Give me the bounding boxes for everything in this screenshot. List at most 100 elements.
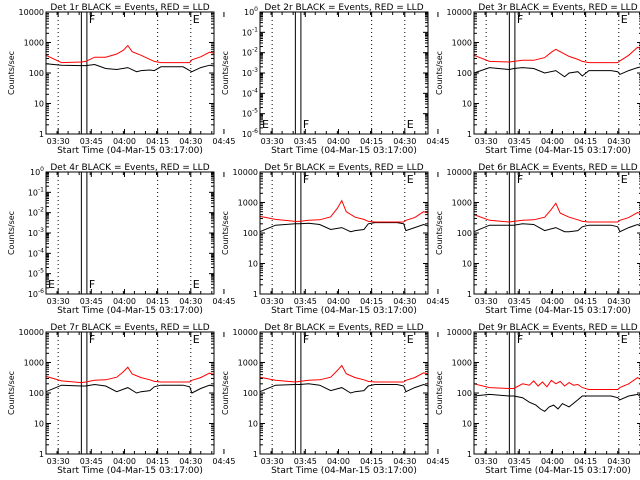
y-tick-label: 1 bbox=[253, 290, 258, 299]
segment-marker-label: E bbox=[262, 118, 269, 131]
interval-box bbox=[508, 11, 516, 135]
y-tick-label: 100 bbox=[29, 69, 44, 78]
y-tick-label: 10-3 bbox=[242, 67, 258, 78]
x-tick-label: 04:00 bbox=[541, 457, 564, 466]
y-tick-label: 10 bbox=[248, 260, 258, 269]
y-tick-label: 10 bbox=[248, 420, 258, 429]
panel-title: Det 1r BLACK = Events, RED = LLD bbox=[50, 3, 209, 13]
x-tick-label: 03:45 bbox=[80, 297, 103, 306]
plot-frame bbox=[473, 11, 640, 135]
segment-marker-label: F bbox=[517, 13, 523, 26]
x-tick-label: 04:00 bbox=[541, 297, 564, 306]
y-tick-label: 1 bbox=[467, 290, 472, 299]
y-tick-label: 1000 bbox=[24, 359, 44, 368]
panel-title: Det 4r BLACK = Events, RED = LLD bbox=[50, 163, 209, 173]
x-tick-label: 03:45 bbox=[294, 297, 317, 306]
x-tick-label: 03:30 bbox=[261, 297, 284, 306]
x-tick-label: 04:30 bbox=[179, 297, 202, 306]
x-tick-label: 03:30 bbox=[261, 457, 284, 466]
panel-title: Det 8r BLACK = Events, RED = LLD bbox=[264, 323, 423, 333]
x-tick-label: 04:30 bbox=[607, 457, 630, 466]
x-tick-label: 03:30 bbox=[47, 137, 70, 146]
x-tick-label: 04:00 bbox=[113, 137, 136, 146]
y-tick-label: 100 bbox=[243, 389, 258, 398]
panel-title: Det 9r BLACK = Events, RED = LLD bbox=[478, 323, 637, 333]
x-tick-label: 03:45 bbox=[80, 457, 103, 466]
series-lld-line bbox=[473, 46, 640, 64]
segment-marker-label: E bbox=[407, 118, 414, 131]
y-tick-label: 10000 bbox=[447, 168, 472, 177]
x-tick-label: 03:30 bbox=[475, 457, 498, 466]
plot-frame bbox=[259, 11, 429, 135]
y-tick-label: 10-3 bbox=[28, 227, 44, 238]
segment-marker-label: E bbox=[193, 13, 200, 26]
series-events-line bbox=[473, 66, 640, 78]
y-tick-label: 10-4 bbox=[242, 87, 258, 98]
y-tick-label: 10 bbox=[462, 420, 472, 429]
x-tick-label: 03:30 bbox=[47, 297, 70, 306]
interval-box bbox=[80, 331, 88, 455]
x-axis-label: Start Time (04-Mar-15 03:17:00) bbox=[485, 466, 631, 476]
x-tick-label: 04:30 bbox=[393, 137, 416, 146]
x-tick-label: 04:30 bbox=[179, 457, 202, 466]
x-axis-label: Start Time (04-Mar-15 03:17:00) bbox=[271, 306, 417, 316]
x-tick-label: 04:00 bbox=[113, 457, 136, 466]
x-tick-label: 03:30 bbox=[475, 297, 498, 306]
plot-frame bbox=[45, 171, 215, 295]
x-tick-label: 04:45 bbox=[212, 297, 235, 306]
segment-marker-label: E bbox=[193, 333, 200, 346]
interval-box bbox=[294, 11, 302, 135]
x-tick-label: 04:45 bbox=[426, 297, 449, 306]
y-tick-label: 100 bbox=[457, 229, 472, 238]
panel-title: Det 7r BLACK = Events, RED = LLD bbox=[50, 323, 209, 333]
x-tick-label: 04:30 bbox=[179, 137, 202, 146]
y-tick-label: 10-4 bbox=[28, 247, 44, 258]
x-tick-label: 03:45 bbox=[294, 137, 317, 146]
segment-marker-label: E bbox=[621, 173, 628, 186]
series-events-line bbox=[473, 223, 640, 233]
y-tick-label: 100 bbox=[29, 389, 44, 398]
y-tick-label: 1 bbox=[467, 130, 472, 139]
plot-frame bbox=[259, 331, 429, 455]
y-axis-label: Counts/sec bbox=[221, 211, 230, 255]
y-tick-label: 10-6 bbox=[242, 128, 258, 139]
x-tick-label: 04:15 bbox=[574, 297, 597, 306]
y-axis-label: Counts/sec bbox=[7, 371, 16, 415]
y-tick-label: 10000 bbox=[19, 328, 44, 337]
panel-title: Det 5r BLACK = Events, RED = LLD bbox=[264, 163, 423, 173]
x-tick-label: 04:45 bbox=[212, 457, 235, 466]
x-tick-label: 03:45 bbox=[294, 457, 317, 466]
series-events-line bbox=[45, 63, 215, 73]
series-lld-line bbox=[473, 202, 640, 223]
y-tick-label: 1 bbox=[253, 450, 258, 459]
interval-box bbox=[508, 171, 516, 295]
segment-marker-label: E bbox=[407, 173, 414, 186]
y-axis-label: Counts/sec bbox=[221, 51, 230, 95]
y-axis-label: Counts/sec bbox=[7, 51, 16, 95]
y-tick-label: 10000 bbox=[19, 8, 44, 17]
y-tick-label: 1000 bbox=[238, 359, 258, 368]
x-tick-label: 04:45 bbox=[426, 137, 449, 146]
y-tick-label: 1000 bbox=[24, 39, 44, 48]
segment-marker-label: E bbox=[621, 13, 628, 26]
segment-marker-label: F bbox=[303, 118, 309, 131]
series-lld-line bbox=[473, 377, 640, 390]
x-tick-label: 04:15 bbox=[146, 137, 169, 146]
y-tick-label: 1000 bbox=[452, 359, 472, 368]
x-tick-label: 04:00 bbox=[327, 137, 350, 146]
x-axis-label: Start Time (04-Mar-15 03:17:00) bbox=[271, 146, 417, 156]
y-tick-label: 10000 bbox=[233, 168, 258, 177]
series-lld-line bbox=[259, 364, 429, 383]
interval-box bbox=[508, 331, 516, 455]
y-tick-label: 10-2 bbox=[28, 207, 44, 218]
plot-frame bbox=[473, 331, 640, 455]
series-events-line bbox=[259, 383, 429, 394]
x-axis-label: Start Time (04-Mar-15 03:17:00) bbox=[271, 466, 417, 476]
series-lld-line bbox=[45, 366, 215, 384]
y-axis-label: Counts/sec bbox=[7, 211, 16, 255]
